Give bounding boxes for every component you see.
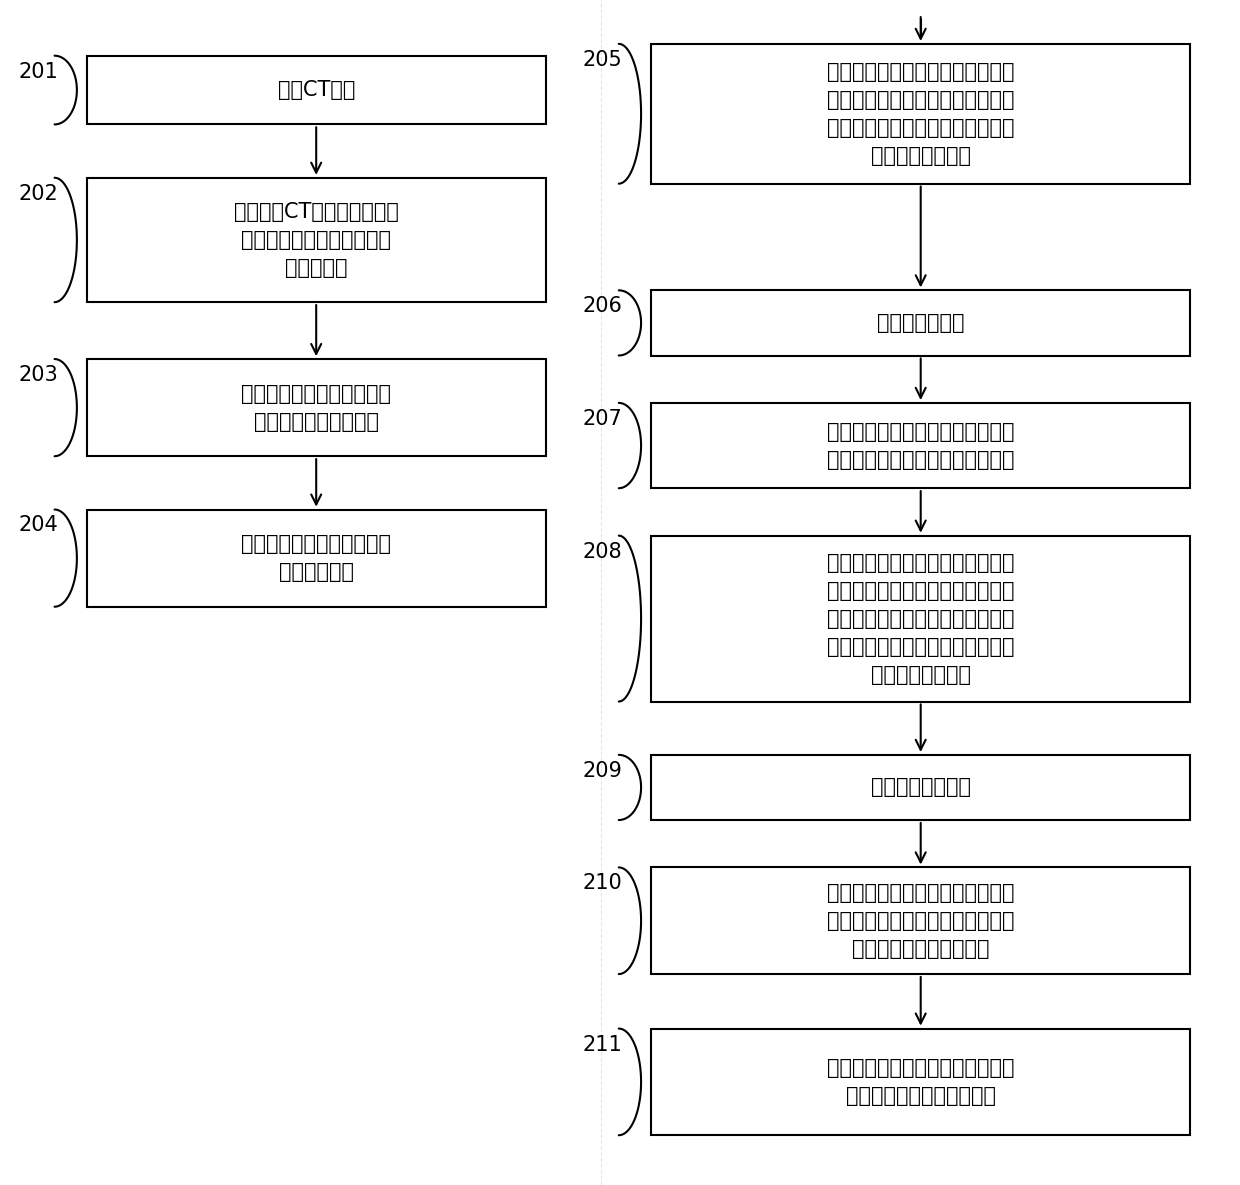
Text: 205: 205 bbox=[583, 50, 622, 70]
FancyBboxPatch shape bbox=[87, 178, 546, 302]
FancyBboxPatch shape bbox=[87, 359, 546, 456]
Text: 基于在腿骨上安装的腿骨标志物，
将腿骨模型与真实腿骨进行空间位
姿配准，建立腿骨在模型空间与真
实空间的映射关系: 基于在腿骨上安装的腿骨标志物， 将腿骨模型与真实腿骨进行空间位 姿配准，建立腿骨… bbox=[827, 62, 1014, 166]
FancyBboxPatch shape bbox=[651, 536, 1190, 702]
FancyBboxPatch shape bbox=[651, 1029, 1190, 1135]
Text: 206: 206 bbox=[583, 296, 622, 316]
Text: 根据所述CT影像进行腿骨分
割和重建，得到模型空间中
的腿骨模型: 根据所述CT影像进行腿骨分 割和重建，得到模型空间中 的腿骨模型 bbox=[234, 201, 398, 278]
FancyBboxPatch shape bbox=[651, 290, 1190, 356]
Text: 基于在截骨导块切割缝上安装的切
割缝标志物，将截骨导块切割缝模
型与截骨导块切割缝进行空间位姿
配准，建立切割缝在模型空间与真
实空间的映射关系: 基于在截骨导块切割缝上安装的切 割缝标志物，将截骨导块切割缝模 型与截骨导块切割… bbox=[827, 552, 1014, 685]
Text: 追踪切割缝标志物: 追踪切割缝标志物 bbox=[870, 777, 971, 798]
FancyBboxPatch shape bbox=[87, 510, 546, 607]
FancyBboxPatch shape bbox=[651, 867, 1190, 974]
Text: 203: 203 bbox=[19, 365, 58, 385]
Text: 204: 204 bbox=[19, 515, 58, 536]
Text: 208: 208 bbox=[583, 542, 622, 562]
Text: 根据截骨导块切割缝在模型空间与
真实空间的映射关系，更新截骨导
块切割缝模型的实时位姿: 根据截骨导块切割缝在模型空间与 真实空间的映射关系，更新截骨导 块切割缝模型的实… bbox=[827, 883, 1014, 959]
FancyBboxPatch shape bbox=[651, 755, 1190, 820]
Text: 显示模型空间中的截骨导块切割缝
模型和腿骨模型的实时位姿: 显示模型空间中的截骨导块切割缝 模型和腿骨模型的实时位姿 bbox=[827, 1058, 1014, 1106]
Text: 201: 201 bbox=[19, 62, 58, 82]
Text: 209: 209 bbox=[583, 761, 622, 781]
Text: 211: 211 bbox=[583, 1035, 622, 1055]
Text: 210: 210 bbox=[583, 873, 622, 893]
Text: 手术人员根据二维映射视图
完成手术规划: 手术人员根据二维映射视图 完成手术规划 bbox=[242, 534, 391, 582]
Text: 生成并显示腿骨模型在三个
切面上的二维映射视图: 生成并显示腿骨模型在三个 切面上的二维映射视图 bbox=[242, 384, 391, 431]
Text: 202: 202 bbox=[19, 184, 58, 204]
FancyBboxPatch shape bbox=[651, 403, 1190, 488]
Text: 根据腿骨在模型空间与真实空间的
映射关系更新腿骨模型的实时位姿: 根据腿骨在模型空间与真实空间的 映射关系更新腿骨模型的实时位姿 bbox=[827, 422, 1014, 469]
Text: 获取CT影像: 获取CT影像 bbox=[278, 81, 355, 100]
Text: 207: 207 bbox=[583, 409, 622, 429]
FancyBboxPatch shape bbox=[87, 56, 546, 124]
Text: 追踪腿骨标志物: 追踪腿骨标志物 bbox=[877, 313, 965, 333]
FancyBboxPatch shape bbox=[651, 44, 1190, 184]
